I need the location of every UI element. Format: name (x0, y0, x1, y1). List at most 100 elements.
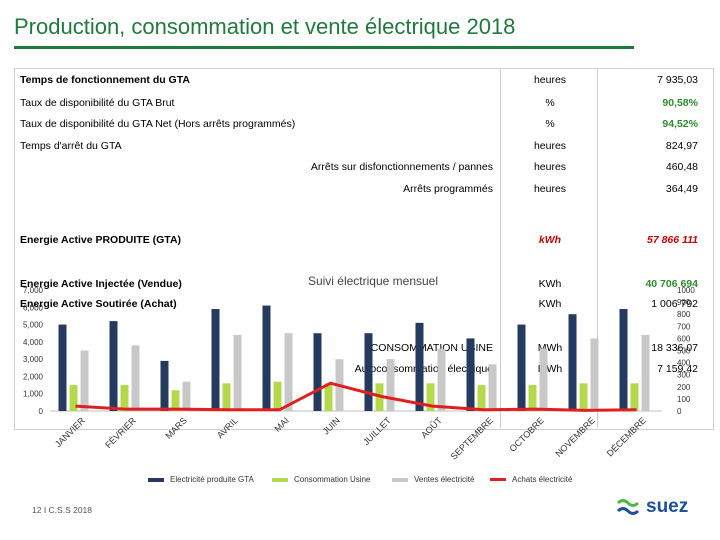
legend-label: Ventes électricité (414, 475, 475, 484)
legend-label: Achats électricité (512, 475, 573, 484)
row-label: Energie Active Injectée (Vendue) (20, 278, 182, 290)
slide-title: Production, consommation et vente électr… (14, 14, 516, 39)
legend-label: Electricité produite GTA (170, 475, 254, 484)
legend-label: Consommation Usine (294, 475, 371, 484)
bar-electricit-produite-gta (619, 309, 628, 411)
bar-consommation-usine (273, 381, 282, 411)
bar-consommation-usine (630, 383, 639, 411)
bar-electricit-produite-gta (313, 333, 322, 411)
bar-consommation-usine (426, 383, 435, 411)
legend-swatch (490, 478, 506, 481)
y2-tick-label: 800 (677, 310, 691, 319)
bar-consommation-usine (324, 383, 333, 411)
y2-tick-label: 600 (677, 334, 691, 343)
chart-title: Suivi électrique mensuel (308, 274, 438, 288)
row-value: 57 866 111 (647, 234, 698, 246)
row-unit: KWh (538, 298, 562, 310)
legend-item: Electricité produite GTA (148, 475, 254, 484)
x-tick-label: SEPTEMBRE (449, 415, 495, 461)
suez-logo: suez (616, 496, 688, 518)
bar-ventes-lectricit- (488, 364, 497, 411)
y2-tick-label: 700 (677, 322, 691, 331)
legend-item: Consommation Usine (272, 475, 370, 484)
y-tick-label: 7,000 (23, 286, 44, 295)
bar-electricit-produite-gta (58, 324, 67, 411)
x-tick-label: AVRIL (215, 415, 240, 440)
footer-page-number: 12 I C.S.S 2018 (32, 505, 93, 515)
bar-ventes-lectricit- (284, 333, 293, 411)
title-underline (14, 46, 634, 49)
row-label: Energie Active PRODUITE (GTA) (20, 234, 182, 246)
y2-tick-label: 500 (677, 347, 691, 356)
column-separator (597, 68, 598, 428)
wave-icon (616, 499, 640, 515)
legend-item: Achats électricité (490, 475, 572, 484)
row-unit: KWh (538, 278, 562, 290)
row-label: Arrêts sur disfonctionnements / pannes (310, 161, 493, 173)
x-tick-label: NOVEMBRE (553, 415, 596, 458)
row-unit: heures (533, 183, 567, 195)
row-value: 40 706 694 (645, 278, 698, 290)
bar-ventes-lectricit- (182, 381, 191, 411)
row-value: 364,49 (665, 183, 698, 195)
row-label: Temps de fonctionnement du GTA (20, 74, 190, 86)
x-tick-label: JUIN (321, 415, 342, 436)
y2-tick-label: 100 (677, 395, 691, 404)
row-label: Energie Active Soutirée (Achat) (20, 298, 177, 310)
legend-swatch (272, 477, 288, 482)
y-tick-label: 0 (39, 407, 44, 416)
bar-electricit-produite-gta (466, 338, 475, 411)
y2-tick-label: 900 (677, 298, 691, 307)
bar-electricit-produite-gta (415, 322, 424, 411)
y-tick-label: 3,000 (23, 355, 44, 364)
bar-ventes-lectricit- (539, 348, 548, 411)
bar-consommation-usine (528, 385, 537, 411)
bar-electricit-produite-gta (109, 321, 118, 411)
row-unit: % (545, 118, 555, 130)
column-separator (500, 68, 501, 428)
bar-electricit-produite-gta (262, 305, 271, 411)
x-tick-label: MAI (273, 415, 291, 433)
bar-ventes-lectricit- (131, 345, 140, 411)
y-tick-label: 4,000 (23, 338, 44, 347)
row-value: 18 336,07 (651, 342, 698, 354)
bar-ventes-lectricit- (386, 359, 395, 411)
bar-consommation-usine (120, 385, 129, 411)
row-label: Temps d'arrêt du GTA (20, 140, 122, 152)
bar-electricit-produite-gta (568, 314, 577, 411)
stats-table (14, 68, 714, 430)
y-tick-label: 6,000 (23, 303, 44, 312)
row-value: 824,97 (665, 140, 698, 152)
bar-ventes-lectricit- (233, 334, 242, 411)
y-tick-label: 5,000 (23, 321, 44, 330)
y2-tick-label: 200 (677, 383, 691, 392)
row-label: CONSOMMATION USINE (370, 342, 493, 354)
legend-item: Ventes électricité (392, 475, 474, 484)
legend-swatch (392, 477, 408, 482)
bar-consommation-usine (477, 385, 486, 411)
x-tick-label: FÉVRIER (103, 415, 138, 450)
bar-consommation-usine (171, 390, 180, 411)
line-achats-electricite (75, 381, 637, 412)
legend-swatch (148, 477, 164, 482)
row-value: 1 006 792 (651, 298, 698, 310)
row-label: Arrêts programmés (403, 183, 493, 195)
bar-electricit-produite-gta (211, 309, 220, 411)
bar-consommation-usine (69, 385, 78, 411)
bar-ventes-lectricit- (641, 334, 650, 411)
row-label: Taux de disponibilité du GTA Net (Hors a… (20, 118, 296, 130)
row-unit: heures (533, 74, 567, 86)
bar-consommation-usine (579, 383, 588, 411)
row-unit: heures (533, 161, 567, 173)
bar-electricit-produite-gta (517, 324, 526, 411)
y2-tick-label: 0 (677, 407, 682, 416)
x-tick-label: DÉCEMBRE (605, 415, 648, 458)
y2-tick-label: 300 (677, 371, 691, 380)
row-unit: heures (533, 140, 567, 152)
row-label: Taux de disponibilité du GTA Brut (20, 97, 175, 109)
x-tick-label: AOÛT (419, 415, 444, 440)
y2-tick-label: 1000 (677, 286, 695, 295)
x-tick-label: JUILLET (361, 415, 393, 447)
x-tick-label: MARS (163, 415, 188, 440)
